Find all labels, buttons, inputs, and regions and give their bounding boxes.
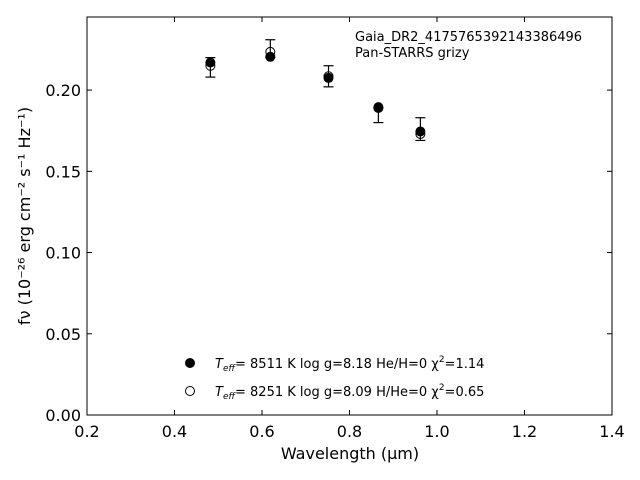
- y-tick-label: 0.05: [45, 325, 81, 344]
- x-tick-label: 1.0: [424, 422, 449, 441]
- y-tick-label: 0.15: [45, 162, 81, 181]
- model-point-open: [415, 128, 426, 139]
- model-point-filled: [415, 126, 426, 137]
- x-tick-label: 1.4: [599, 422, 624, 441]
- model-point-open: [265, 46, 276, 57]
- legend-marker-open: [185, 386, 195, 396]
- model-point-filled: [205, 57, 216, 68]
- legend: Teff= 8511 K log g=8.18 He/H=0 χ2=1.14 T…: [185, 355, 484, 402]
- y-tick-label: 0.20: [45, 81, 81, 100]
- x-tick-label: 0.2: [74, 422, 99, 441]
- legend-chi-sup-1: 2: [439, 355, 445, 365]
- legend-teff-1: T: [215, 357, 224, 372]
- chart-marks: [205, 39, 426, 142]
- y-axis: 0.00 0.05 0.10 0.15 0.20: [45, 81, 612, 425]
- legend-teff-sub-1: eff: [223, 364, 237, 374]
- annotation-block: Gaia_DR2_4175765392143386496 Pan-STARRS …: [355, 30, 582, 61]
- x-tick-label: 1.2: [512, 422, 537, 441]
- y-axis-label: fν (10⁻²⁶ erg cm⁻² s⁻¹ Hz⁻¹): [15, 107, 34, 325]
- y-tick-label: 0.10: [45, 244, 81, 263]
- model-point-open: [323, 71, 334, 82]
- annotation-line-1: Gaia_DR2_4175765392143386496: [355, 30, 582, 45]
- legend-params-2: = 8251 K log g=8.09 H/He=0 χ: [235, 385, 439, 400]
- legend-chi-sup-2: 2: [439, 383, 445, 393]
- legend-chi-val-1: =1.14: [445, 357, 485, 372]
- x-axis: 0.2 0.4 0.6 0.8 1.0 1.2 1.4: [74, 17, 625, 441]
- annotation-line-2: Pan-STARRS grizy: [355, 46, 470, 61]
- legend-teff-2: T: [215, 385, 224, 400]
- model-point-open: [373, 102, 384, 113]
- x-tick-label: 0.6: [249, 422, 274, 441]
- y-tick-label: 0.00: [45, 406, 81, 425]
- legend-entry-2: Teff= 8251 K log g=8.09 H/He=0 χ2=0.65: [215, 383, 484, 402]
- x-tick-label: 0.4: [162, 422, 187, 441]
- legend-params-1: = 8511 K log g=8.18 He/H=0 χ: [235, 357, 439, 372]
- legend-chi-val-2: =0.65: [445, 385, 485, 400]
- x-tick-label: 0.8: [337, 422, 362, 441]
- legend-teff-sub-2: eff: [223, 392, 237, 402]
- x-axis-label: Wavelength (μm): [281, 444, 419, 463]
- legend-entry-1: Teff= 8511 K log g=8.18 He/H=0 χ2=1.14: [215, 355, 484, 374]
- legend-marker-filled: [185, 358, 195, 368]
- plot-background: [87, 17, 612, 415]
- model-point-open: [205, 60, 216, 71]
